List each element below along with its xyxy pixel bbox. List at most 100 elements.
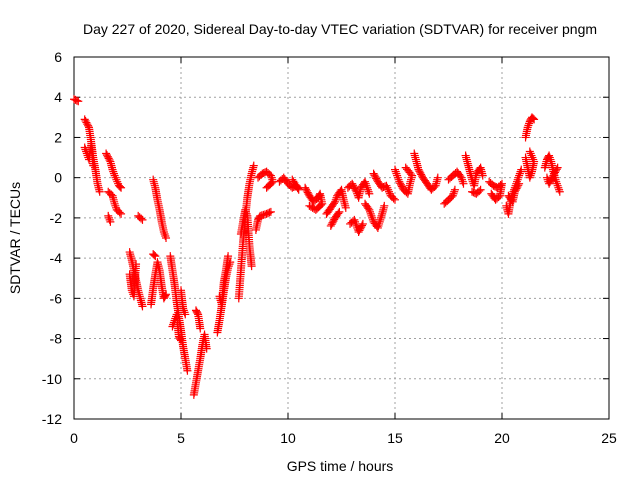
data-point [351,217,360,226]
data-point [107,190,116,199]
data-point [391,195,399,204]
x-tick-label: 0 [70,430,78,446]
data-point [401,163,410,172]
x-tick-label: 15 [387,430,403,446]
data-point [117,183,126,192]
data-point [526,171,535,180]
data-point [115,208,124,217]
data-point [162,234,171,242]
y-tick-label: -6 [50,290,63,306]
data-point [105,155,114,164]
data-point [366,207,375,216]
data-point [368,213,377,222]
data-point [361,179,370,188]
x-tick-label: 5 [177,430,185,446]
data-point [393,173,402,182]
data-point [530,115,539,124]
data-point [527,169,536,178]
x-tick-label: 10 [280,430,296,446]
data-point [430,183,439,192]
data-point [375,217,384,226]
y-tick-label: 0 [54,170,62,186]
data-point [331,197,340,206]
data-point [384,185,393,194]
data-point [448,191,457,200]
data-point [456,172,465,181]
y-tick-label: -2 [50,210,63,226]
data-point [262,183,271,192]
data-point [106,217,115,226]
data-point [150,251,159,260]
data-point [110,199,119,208]
y-tick-label: 6 [54,49,62,65]
data-point [528,153,537,162]
data-point [181,310,190,319]
data-point [224,252,233,261]
data-point [391,167,400,176]
data-point [332,193,341,202]
data-point [545,153,554,162]
data-point [529,155,538,164]
data-point [179,304,188,313]
data-point [132,260,141,269]
data-point [383,183,392,192]
data-point [516,167,525,176]
data-point [376,213,385,222]
data-point [351,219,360,228]
data-point [177,336,185,345]
data-point [241,205,250,214]
data-point [265,208,274,217]
y-tick-labels: -12 -10 -8 -6 -4 -2 0 2 4 6 [42,49,62,427]
data-point [458,175,467,184]
data-point [517,165,526,174]
data-point [365,189,374,198]
data-point [526,149,535,158]
data-point [375,219,384,228]
data-point [449,189,458,198]
data-point [84,121,93,130]
plot-frame [73,56,610,420]
data-point [196,324,205,333]
data-point [350,215,359,224]
data-point [113,177,122,186]
data-point [111,201,120,210]
data-point [241,207,250,216]
data-point [376,215,385,224]
data-point [450,187,459,196]
data-point [368,215,377,224]
data-point [108,165,117,174]
data-point [514,181,523,190]
data-point [176,335,185,344]
data-point [361,177,370,186]
data-point [193,309,202,318]
data-point [514,173,523,182]
data-point [553,181,562,190]
data-point [457,173,466,182]
data-point [105,215,114,224]
data-point [527,151,536,160]
data-point [247,262,256,271]
data-point [161,231,170,240]
data-point [476,185,485,194]
y-tick-label: 2 [54,129,62,145]
data-points [70,95,564,399]
data-point [364,187,373,196]
data-point [380,201,389,210]
data-point [307,202,316,211]
chart-title: Day 227 of 2020, Sidereal Day-to-day VTE… [83,21,597,37]
data-point [242,209,251,218]
data-point [334,209,343,218]
data-point [374,221,383,230]
data-point [478,171,487,180]
data-point [335,207,344,216]
data-point [373,223,382,232]
data-point [487,189,496,198]
data-point [358,219,367,228]
data-point [179,306,188,315]
data-point [515,171,524,180]
data-point [162,290,171,299]
y-tick-label: -10 [42,371,62,387]
data-point [515,179,524,188]
data-point [138,215,147,224]
data-point [159,227,168,236]
